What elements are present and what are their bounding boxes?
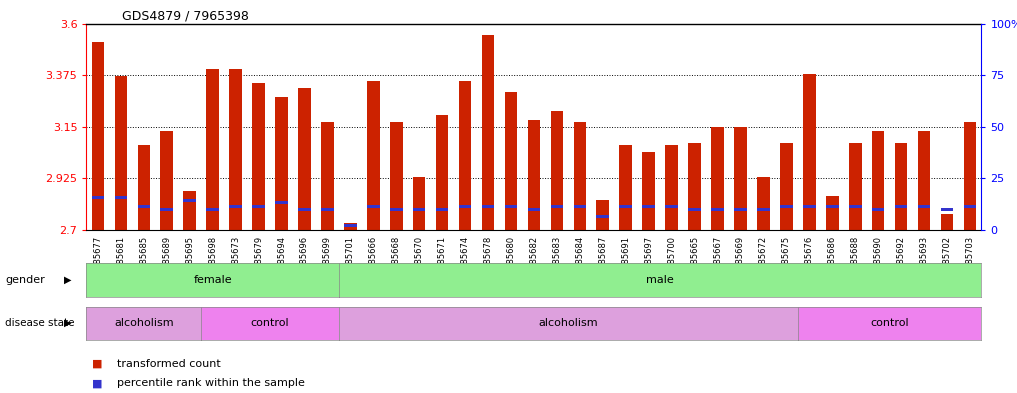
Bar: [276, 201, 288, 204]
Bar: [183, 191, 196, 230]
Text: ▶: ▶: [64, 318, 72, 328]
Text: female: female: [193, 275, 232, 285]
Bar: [574, 122, 586, 230]
Bar: [689, 208, 701, 211]
Text: control: control: [871, 318, 909, 328]
Bar: [459, 206, 472, 208]
Bar: [137, 206, 151, 208]
Text: alcoholism: alcoholism: [114, 318, 174, 328]
Bar: [252, 83, 264, 230]
Bar: [872, 208, 885, 211]
Bar: [504, 92, 518, 230]
Bar: [92, 42, 104, 230]
Bar: [711, 208, 724, 211]
Bar: [276, 97, 288, 230]
Bar: [895, 206, 907, 208]
Text: percentile rank within the sample: percentile rank within the sample: [117, 378, 305, 388]
Bar: [504, 206, 518, 208]
Bar: [757, 177, 770, 230]
Bar: [619, 206, 632, 208]
Bar: [964, 206, 976, 208]
Bar: [734, 208, 746, 211]
Bar: [390, 208, 403, 211]
Bar: [229, 70, 242, 230]
Bar: [413, 177, 425, 230]
Bar: [780, 206, 792, 208]
Bar: [643, 152, 655, 230]
Bar: [436, 208, 448, 211]
Text: GDS4879 / 7965398: GDS4879 / 7965398: [122, 10, 249, 23]
Bar: [550, 206, 563, 208]
Bar: [689, 143, 701, 230]
Bar: [757, 208, 770, 211]
Bar: [665, 206, 678, 208]
Bar: [596, 200, 609, 230]
Text: male: male: [646, 275, 674, 285]
Bar: [826, 195, 839, 230]
Bar: [803, 206, 816, 208]
Bar: [917, 206, 931, 208]
Bar: [643, 206, 655, 208]
Bar: [183, 198, 196, 202]
Bar: [619, 145, 632, 230]
Text: alcoholism: alcoholism: [539, 318, 598, 328]
Bar: [482, 206, 494, 208]
Bar: [917, 131, 931, 230]
Bar: [964, 122, 976, 230]
Bar: [161, 131, 173, 230]
Bar: [115, 196, 127, 199]
Bar: [92, 196, 104, 199]
Bar: [550, 111, 563, 230]
Bar: [849, 143, 861, 230]
Bar: [780, 143, 792, 230]
Bar: [895, 143, 907, 230]
Bar: [367, 81, 379, 230]
Bar: [711, 127, 724, 230]
Bar: [734, 127, 746, 230]
Bar: [115, 76, 127, 230]
Bar: [665, 145, 678, 230]
Bar: [161, 208, 173, 211]
Bar: [298, 208, 311, 211]
Bar: [849, 206, 861, 208]
Bar: [941, 208, 953, 211]
Bar: [367, 206, 379, 208]
Bar: [826, 206, 839, 208]
Text: gender: gender: [5, 275, 45, 285]
Text: control: control: [251, 318, 290, 328]
Bar: [596, 215, 609, 218]
Text: disease state: disease state: [5, 318, 74, 328]
Bar: [390, 122, 403, 230]
Text: ▶: ▶: [64, 275, 72, 285]
Bar: [344, 223, 357, 230]
Bar: [528, 120, 540, 230]
Bar: [413, 208, 425, 211]
Bar: [298, 88, 311, 230]
Bar: [803, 74, 816, 230]
Bar: [436, 115, 448, 230]
Bar: [344, 224, 357, 227]
Text: ■: ■: [92, 358, 102, 369]
Text: ■: ■: [92, 378, 102, 388]
Bar: [206, 70, 219, 230]
Bar: [482, 35, 494, 230]
Text: transformed count: transformed count: [117, 358, 221, 369]
Bar: [206, 208, 219, 211]
Bar: [252, 206, 264, 208]
Bar: [872, 131, 885, 230]
Bar: [321, 122, 334, 230]
Bar: [321, 208, 334, 211]
Bar: [941, 214, 953, 230]
Bar: [229, 206, 242, 208]
Bar: [574, 206, 586, 208]
Bar: [137, 145, 151, 230]
Bar: [528, 208, 540, 211]
Bar: [459, 81, 472, 230]
